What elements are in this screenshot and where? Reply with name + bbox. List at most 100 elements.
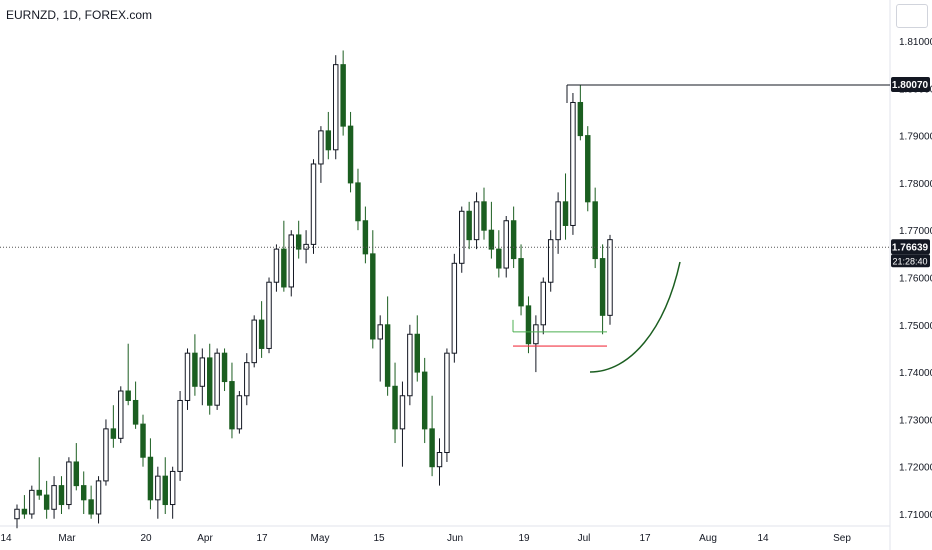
candle-body [592,201,598,260]
candle-body [251,319,257,364]
price-tick-label: 1.76000 [899,274,932,285]
price-tick-label: 1.78000 [899,179,932,190]
candle-body [399,395,406,430]
candle-body [58,485,65,506]
candle-body [540,281,547,326]
candle-body [518,258,524,307]
candle-body [281,248,287,288]
candle-body [214,352,220,406]
candle-body [333,64,339,151]
candle-body [340,64,346,127]
time-tick-label: 14 [757,533,769,544]
time-tick-label: Sep [833,533,851,544]
candle-body [140,423,146,458]
candle-body [384,324,391,387]
candle-body [562,201,569,226]
price-tick-label: 1.71000 [899,510,932,521]
candle-body [14,508,20,520]
candle-body [177,399,183,472]
candle-body [51,485,57,510]
candle-body [184,352,191,401]
candle-body [547,239,554,283]
candle-body [162,475,168,506]
time-tick-label: 14 [0,533,12,544]
time-tick-label: 19 [518,533,530,544]
candle-body [229,381,235,430]
candle-body [392,385,398,430]
candle-body [436,452,443,468]
time-tick-label: Aug [699,533,717,544]
candle-body [525,305,532,345]
price-tick-label: 1.72000 [899,463,932,474]
time-tick-label: 17 [639,533,651,544]
countdown-bg [891,254,930,268]
candle-body [481,201,487,231]
candle-body [266,281,272,349]
candle-body [110,428,117,439]
candle-body [444,352,450,454]
candle-body [244,362,250,397]
candle-body [421,371,428,430]
time-tick-label: 17 [256,533,268,544]
symbol-title: EURNZD, 1D, FOREX.com [6,8,153,22]
settings-button[interactable] [896,4,928,28]
candle-body [585,135,591,203]
candle-body [451,262,458,354]
candle-body [414,333,420,373]
candle-body [288,234,294,288]
candle-body [95,480,102,515]
candle-body [80,485,87,501]
candle-body [221,352,228,383]
candle-body [207,357,213,406]
time-tick-label: Jul [578,533,591,544]
time-tick-label: Mar [58,533,76,544]
candle-body [510,220,517,260]
candle-body [377,324,383,340]
time-tick-label: 20 [140,533,152,544]
candle-body [192,352,198,387]
candle-body [43,494,50,510]
candle-body [473,201,480,241]
candle-body [147,456,154,501]
candle-body [347,125,354,184]
candle-body [407,333,413,397]
candle-body [258,319,265,349]
candle-body [273,248,280,283]
high-level-tag: 1.80070 [892,80,929,91]
candle-body [429,428,435,468]
candle-body [236,395,243,430]
candle-body [66,461,72,506]
price-tick-label: 1.79000 [899,132,932,143]
candle-body [355,182,361,222]
candle-body [570,101,576,226]
candle-body [103,428,109,482]
candle-body [169,470,176,506]
candle-body [155,475,161,501]
candle-body [496,248,502,269]
candle-body [132,399,139,425]
candle-body [29,489,35,515]
price-tick-label: 1.77000 [899,226,932,237]
price-tick-label: 1.81000 [899,37,932,48]
candle-body [295,234,302,250]
candle-body [36,489,42,496]
candle-body [125,390,131,401]
time-tick-label: Apr [197,533,213,544]
candle-body [303,243,309,250]
high-level-tag-bg [891,76,930,92]
time-tick-label: May [311,533,330,544]
candle-body [118,390,124,439]
time-tick-label: 15 [373,533,385,544]
projection-curve [589,261,681,373]
candle-body [555,201,561,241]
last-price-tag-bg [891,239,930,255]
candle-body [370,253,376,340]
candle-body [325,130,332,151]
candle-body [459,210,465,264]
candle-body [318,130,324,165]
candle-body [599,258,606,316]
candle-body [199,357,206,387]
candle-body [533,324,539,345]
